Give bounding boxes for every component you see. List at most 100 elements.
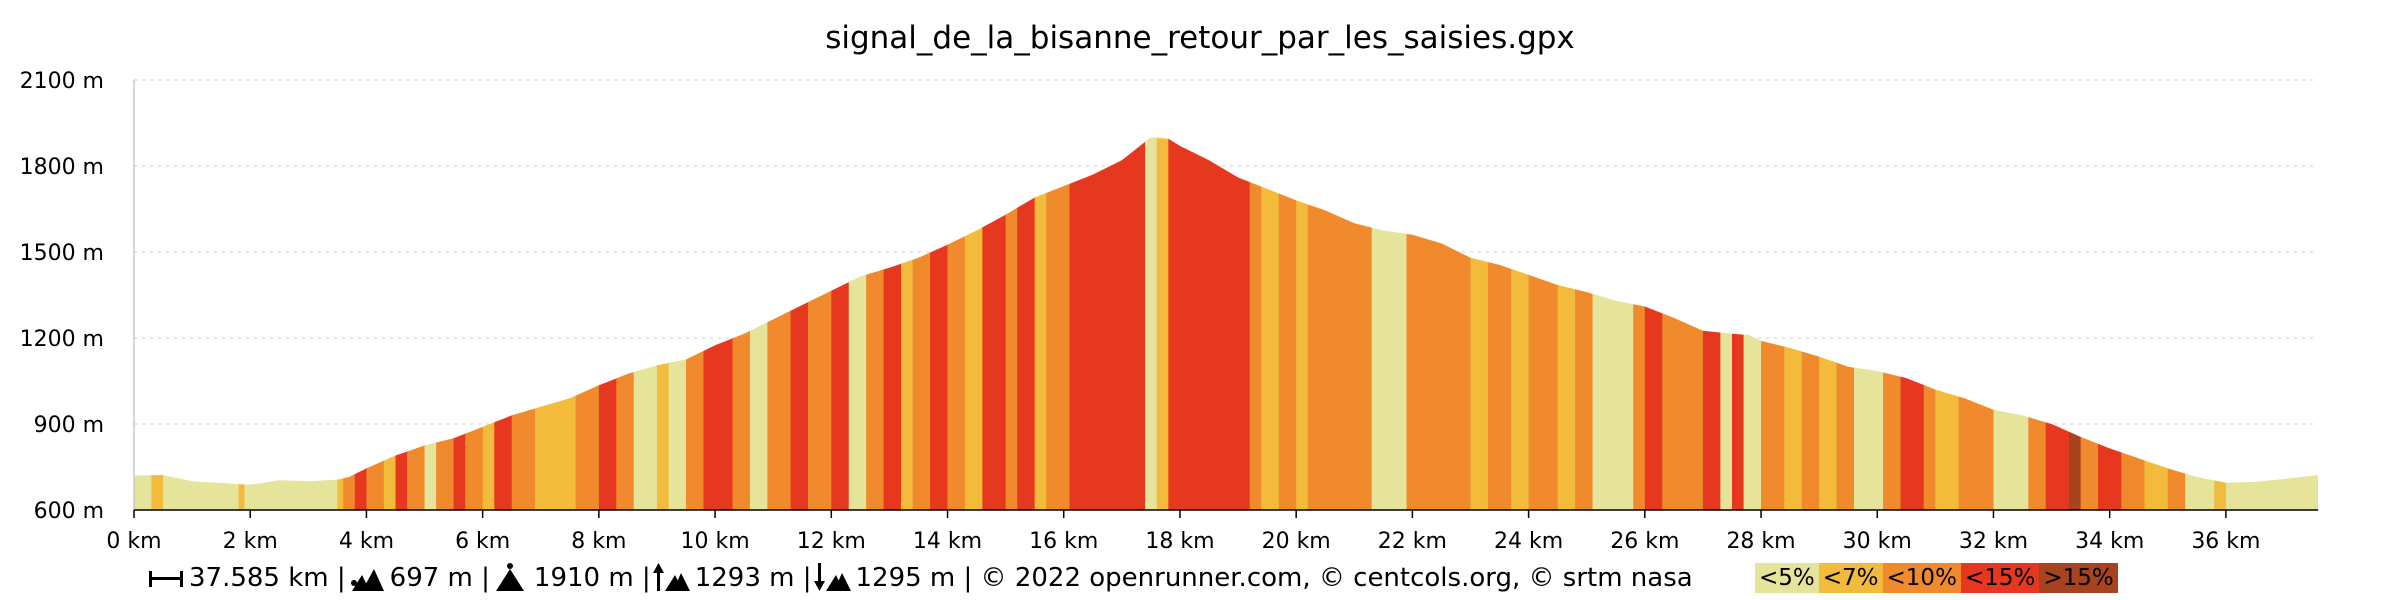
x-tick-label: 36 km: [2191, 529, 2260, 554]
x-tick-label: 28 km: [1726, 529, 1795, 554]
grade-band: [1261, 137, 1280, 510]
legend-item: <15%: [1960, 563, 2040, 593]
grade-band: [686, 137, 705, 510]
grade-band: [1644, 137, 1663, 510]
grade-band: [790, 137, 809, 510]
grade-band: [1854, 137, 1884, 510]
x-tick-label: 22 km: [1378, 529, 1447, 554]
min-altitude-value: 697 m |: [389, 563, 490, 593]
grade-band: [1557, 137, 1576, 510]
grade-band: [1801, 137, 1820, 510]
grade-band: [668, 137, 687, 510]
x-tick-label: 18 km: [1145, 529, 1214, 554]
grade-band: [1883, 137, 1902, 510]
x-tick-label: 10 km: [680, 529, 749, 554]
grade-band: [1993, 137, 2029, 510]
grade-band: [1784, 137, 1803, 510]
y-tick-label: 900 m: [34, 413, 104, 438]
grade-band: [465, 137, 484, 510]
grade-band: [1069, 137, 1146, 510]
x-tick-label: 32 km: [1959, 529, 2028, 554]
grade-band: [1168, 137, 1251, 510]
x-tick-label: 24 km: [1494, 529, 1563, 554]
x-tick-label: 6 km: [455, 529, 510, 554]
x-tick-label: 20 km: [1262, 529, 1331, 554]
grade-band: [366, 137, 385, 510]
grade-band: [2069, 137, 2082, 510]
x-tick-label: 2 km: [223, 529, 278, 554]
grade-band: [732, 137, 751, 510]
grade-band: [1371, 137, 1408, 510]
grade-band: [2028, 137, 2047, 510]
grade-band: [482, 137, 495, 510]
grade-band: [1819, 137, 1838, 510]
grade-band: [1046, 137, 1071, 510]
grade-band: [1761, 137, 1785, 510]
grade-band: [866, 137, 885, 510]
grade-band: [163, 137, 240, 510]
grade-band: [1296, 137, 1309, 510]
grade-band: [1743, 137, 1762, 510]
grade-band: [1406, 137, 1472, 510]
grade-band: [912, 137, 931, 510]
grade-band: [1145, 137, 1158, 510]
grade-band: [1528, 137, 1559, 510]
grade-band: [1702, 137, 1721, 510]
grade-band: [575, 137, 600, 510]
grade-band: [407, 137, 426, 510]
grade-band: [848, 137, 867, 510]
grade-band: [2167, 137, 2186, 510]
max-altitude-icon: [492, 563, 530, 593]
grade-band: [1731, 137, 1745, 510]
grade-band: [1278, 137, 1297, 510]
x-tick-label: 16 km: [1029, 529, 1098, 554]
x-tick-label: 14 km: [913, 529, 982, 554]
grade-band: [2121, 137, 2146, 510]
grade-band: [511, 137, 536, 510]
grade-band: [1958, 137, 1995, 510]
grade-band: [151, 137, 164, 510]
grade-band: [930, 137, 949, 510]
ascent-value: 1293 m |: [694, 563, 812, 593]
grade-band: [2045, 137, 2070, 510]
grade-band: [337, 137, 344, 510]
grade-band: [1935, 137, 1960, 510]
distance-value: 37.585 km |: [189, 563, 346, 593]
legend-item: <10%: [1882, 563, 1961, 593]
grade-band: [494, 137, 513, 510]
min-altitude-icon: [348, 563, 386, 593]
axes: [133, 80, 2318, 511]
grade-band: [656, 137, 670, 510]
grade-band: [947, 137, 966, 510]
x-tick-label: 30 km: [1843, 529, 1912, 554]
grade-band: [1900, 137, 1925, 510]
y-tick-labels: 600 m 900 m 1200 m 1500 m 1800 m 2100 m: [20, 69, 104, 524]
grade-band: [1592, 137, 1634, 510]
grade-band: [395, 137, 408, 510]
grade-band: [633, 137, 658, 510]
grade-band: [703, 137, 734, 510]
track-stats: 37.585 km | 697 m | 1910 m | 1293 m | 12…: [145, 560, 1693, 596]
legend-item: >15%: [2039, 563, 2118, 593]
ascent-icon: [652, 563, 691, 593]
grade-band: [1017, 137, 1036, 510]
grade-band: [424, 137, 437, 510]
y-tick-label: 1200 m: [20, 327, 104, 352]
x-tick-label: 12 km: [797, 529, 866, 554]
grade-band: [244, 137, 338, 510]
grade-band: [1575, 137, 1594, 510]
legend-item: <5%: [1755, 563, 1819, 593]
x-tick-label: 8 km: [571, 529, 626, 554]
grade-band: [2144, 137, 2169, 510]
distance-icon: [147, 563, 185, 593]
grade-band: [2214, 137, 2227, 510]
grade-band: [1633, 137, 1646, 510]
grade-band: [808, 137, 832, 510]
grade-band: [134, 137, 153, 510]
y-tick-label: 1800 m: [20, 155, 104, 180]
max-altitude-value: 1910 m |: [533, 563, 651, 593]
grade-band: [1005, 137, 1018, 510]
grade-band: [883, 137, 902, 510]
grade-band: [558, 137, 577, 510]
